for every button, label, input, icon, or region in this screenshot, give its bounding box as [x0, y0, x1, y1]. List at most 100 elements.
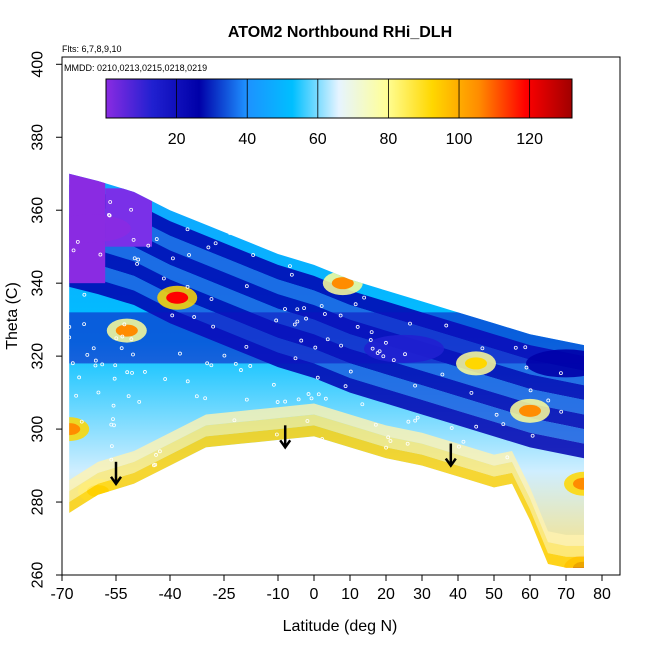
x-tick-label: 20 [377, 586, 395, 603]
observation-point [136, 257, 141, 262]
observation-point [417, 279, 422, 284]
observation-point [413, 418, 418, 423]
observation-point [192, 315, 197, 319]
observation-point [405, 441, 410, 446]
observation-point [362, 295, 367, 300]
observation-point [388, 439, 393, 443]
observation-point [544, 218, 549, 223]
field-low-spot [69, 214, 131, 243]
observation-point [307, 181, 312, 186]
observation-point [82, 322, 87, 327]
observation-point [394, 227, 399, 232]
observation-point [294, 439, 299, 443]
observation-point [229, 457, 234, 462]
observation-point [154, 237, 159, 241]
observation-point [245, 185, 250, 190]
observation-point [190, 212, 194, 216]
observation-point [444, 323, 449, 328]
observation-point [293, 225, 298, 229]
observation-point [109, 457, 114, 462]
observation-point [264, 238, 269, 243]
x-tick-label: -40 [158, 586, 181, 603]
x-tick-label: 0 [310, 586, 319, 603]
y-tick-label: 400 [30, 51, 47, 78]
observation-point [550, 187, 555, 192]
field-low-spot [364, 334, 444, 363]
observation-point [323, 396, 328, 401]
observation-point [304, 217, 309, 222]
observation-point [185, 284, 190, 289]
y-tick-label: 260 [30, 562, 47, 589]
observation-point [268, 454, 272, 459]
observation-point [461, 439, 466, 444]
observation-point [209, 297, 214, 301]
observation-point [93, 358, 98, 363]
observation-point [132, 256, 137, 261]
observation-point [453, 241, 458, 245]
observation-point [505, 455, 510, 460]
observation-point [82, 292, 87, 297]
observation-point [206, 245, 211, 250]
observation-point [112, 376, 117, 381]
field-high-spot [166, 291, 189, 304]
observation-point [113, 363, 118, 368]
observation-point [559, 409, 564, 414]
x-tick-label: 10 [341, 586, 359, 603]
observation-point [70, 361, 75, 366]
observation-point [562, 290, 567, 295]
observation-point [299, 253, 304, 258]
observation-point [170, 256, 175, 261]
observation-point [523, 345, 528, 350]
field-band [69, 257, 584, 444]
field-low-spot [526, 349, 584, 378]
observation-point [528, 388, 533, 393]
observation-point [513, 345, 518, 350]
observation-point [343, 384, 348, 389]
observation-point [406, 419, 411, 424]
colorbar-tick-label: 80 [380, 131, 398, 148]
observation-point [369, 275, 373, 280]
field-band [69, 243, 584, 430]
observation-point [338, 313, 343, 318]
observation-point [345, 205, 350, 210]
observation-point [472, 203, 477, 208]
observation-point [533, 270, 538, 275]
mmdd-note: MMDD: 0210,0213,0215,0218,0219 [64, 63, 207, 73]
observation-point [170, 313, 175, 318]
observation-point [370, 346, 375, 351]
observation-point [228, 231, 232, 236]
observation-point [368, 338, 373, 342]
observation-point [384, 445, 388, 450]
x-tick-label: -25 [212, 586, 235, 603]
observation-point [241, 198, 245, 203]
observation-point [120, 334, 125, 339]
observation-point [305, 419, 310, 423]
observation-point [158, 449, 162, 454]
observation-point [292, 322, 297, 327]
observation-point [296, 397, 301, 402]
observation-point [204, 191, 209, 196]
observation-point [111, 417, 115, 422]
colorbar-ticks: 20 40 60 80 100 120 [168, 79, 543, 148]
observation-point [96, 390, 101, 395]
field-high-halo [564, 471, 584, 496]
observation-point [561, 214, 566, 219]
y-tick-label: 340 [30, 270, 47, 297]
x-tick-label: 50 [485, 586, 503, 603]
observation-point [187, 253, 191, 257]
observation-point [500, 180, 505, 185]
observation-point [271, 382, 276, 387]
observation-point [504, 249, 508, 254]
observation-point [369, 330, 374, 334]
observation-point [209, 363, 214, 368]
observation-point [352, 456, 357, 461]
field-high-spot [69, 423, 81, 436]
arrow-marker [444, 443, 457, 468]
observation-point [492, 252, 497, 257]
observation-point [261, 201, 266, 205]
observation-point [449, 426, 454, 430]
observation-point [304, 316, 308, 321]
observation-point [119, 346, 124, 351]
observation-point [474, 424, 479, 429]
